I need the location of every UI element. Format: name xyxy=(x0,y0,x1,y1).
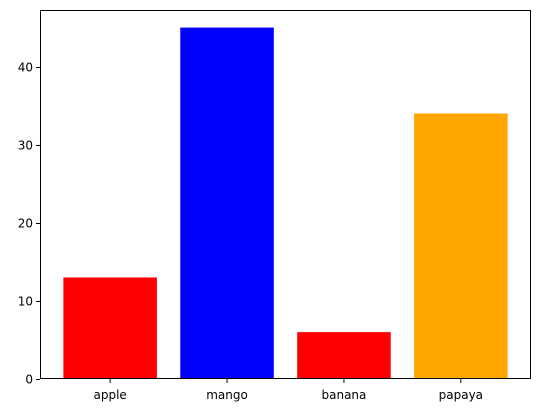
x-axis: apple mango banana papaya xyxy=(93,379,483,402)
x-tick-label-apple: apple xyxy=(93,388,126,402)
bars-group xyxy=(63,27,508,379)
x-tick-label-mango: mango xyxy=(206,388,248,402)
y-tick-label-30: 30 xyxy=(18,139,33,153)
y-tick-label-40: 40 xyxy=(18,61,33,75)
y-tick-label-10: 10 xyxy=(18,295,33,309)
plot-area-frame xyxy=(40,10,531,379)
bar-apple xyxy=(63,277,157,379)
bar-papaya xyxy=(414,113,508,379)
y-tick-label-20: 20 xyxy=(18,217,33,231)
y-tick-label-0: 0 xyxy=(25,373,33,387)
y-axis: 0 10 20 30 40 xyxy=(18,61,40,387)
x-tick-label-banana: banana xyxy=(322,388,367,402)
bar-banana xyxy=(297,332,391,379)
x-tick-label-papaya: papaya xyxy=(439,388,483,402)
bar-mango xyxy=(180,27,274,379)
